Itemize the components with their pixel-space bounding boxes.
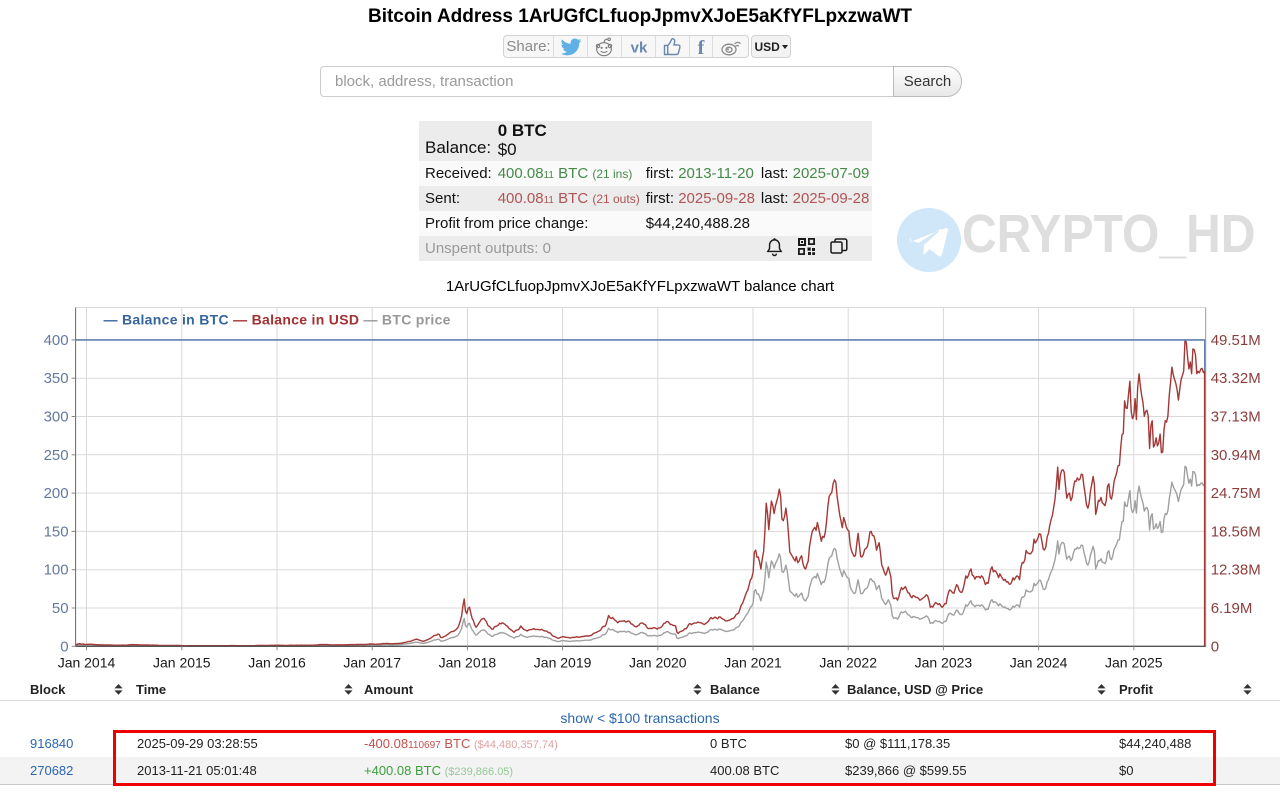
svg-text:37.13M: 37.13M [1211, 409, 1261, 426]
svg-text:0: 0 [60, 638, 68, 655]
svg-text:Jan 2017: Jan 2017 [343, 654, 401, 670]
svg-text:43.32M: 43.32M [1211, 370, 1261, 387]
svg-text:400: 400 [44, 332, 69, 349]
svg-text:Jan 2022: Jan 2022 [819, 654, 877, 670]
svg-text:Jan 2014: Jan 2014 [58, 654, 116, 670]
svg-text:49.51M: 49.51M [1211, 332, 1261, 349]
svg-text:100: 100 [44, 562, 69, 579]
svg-text:Jan 2015: Jan 2015 [153, 654, 211, 670]
svg-text:0: 0 [1211, 638, 1219, 655]
svg-text:50: 50 [52, 600, 69, 617]
svg-text:— Balance in BTC — Balance in: — Balance in BTC — Balance in USD — BTC … [104, 312, 451, 328]
svg-text:Jan 2019: Jan 2019 [534, 654, 592, 670]
svg-text:18.56M: 18.56M [1211, 523, 1261, 540]
svg-text:24.75M: 24.75M [1211, 485, 1261, 502]
svg-text:Jan 2020: Jan 2020 [629, 654, 687, 670]
svg-text:12.38M: 12.38M [1211, 562, 1261, 579]
svg-text:Jan 2018: Jan 2018 [439, 654, 497, 670]
svg-text:350: 350 [44, 370, 69, 387]
svg-text:f: f [698, 37, 705, 57]
svg-text:30.94M: 30.94M [1211, 447, 1261, 464]
svg-text:200: 200 [44, 485, 69, 502]
svg-text:6.19M: 6.19M [1211, 600, 1253, 617]
svg-text:Jan 2021: Jan 2021 [724, 654, 782, 670]
svg-text:250: 250 [44, 447, 69, 464]
svg-text:Jan 2016: Jan 2016 [248, 654, 306, 670]
svg-text:300: 300 [44, 409, 69, 426]
svg-text:150: 150 [44, 523, 69, 540]
svg-text:vk: vk [630, 39, 647, 56]
svg-text:Jan 2025: Jan 2025 [1105, 654, 1163, 670]
svg-text:Jan 2024: Jan 2024 [1010, 654, 1068, 670]
svg-text:Jan 2023: Jan 2023 [915, 654, 973, 670]
